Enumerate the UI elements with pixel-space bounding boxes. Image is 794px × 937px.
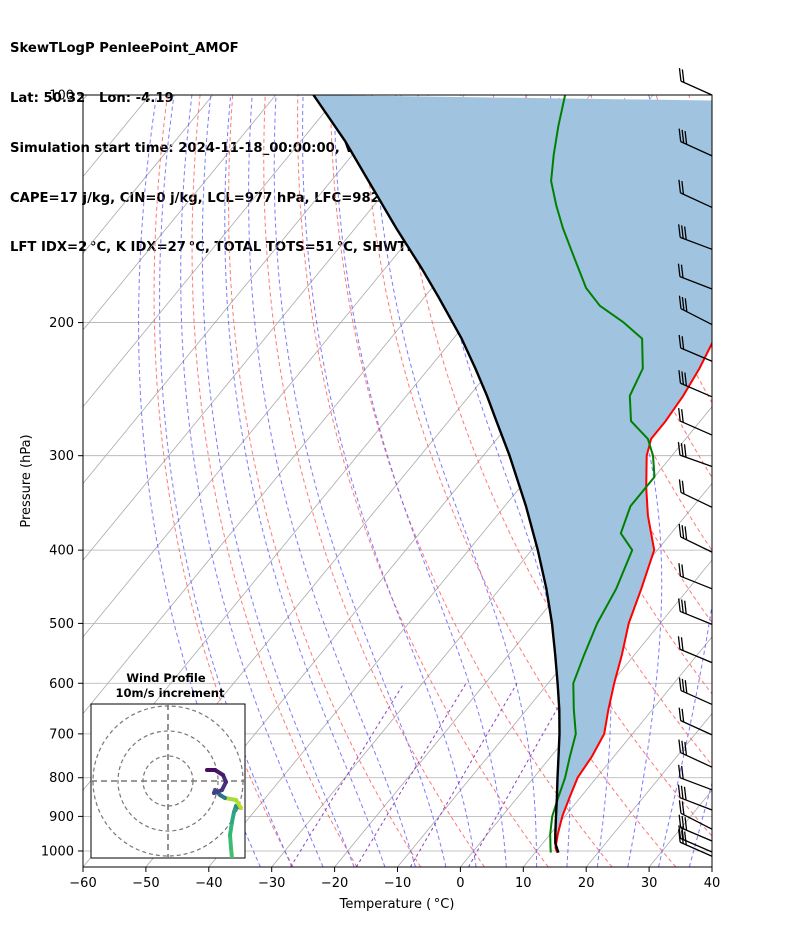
dry-adiabat-line: [395, 95, 712, 837]
wind-barb: [678, 814, 713, 842]
wind-barbs: [677, 68, 713, 857]
moist-adiabat-line: [159, 95, 293, 867]
isotherm-line: [83, 95, 339, 408]
moist-adiabat-line: [248, 95, 416, 867]
y-tick-label: 800: [49, 771, 74, 786]
y-tick-label: 200: [49, 316, 74, 331]
chart-title: SkewTLogP PenleePoint_AMOF: [10, 41, 239, 57]
mixing-ratio-line: [355, 683, 467, 867]
y-tick-label: 600: [49, 677, 74, 692]
wind-barb: [678, 707, 713, 736]
moist-adiabat-line: [201, 95, 355, 867]
x-tick-label: 30: [641, 876, 658, 891]
hodograph-segment: [228, 820, 234, 837]
y-tick-label: 900: [49, 810, 74, 825]
temperature-profile-line: [554, 341, 712, 853]
isotherm-line: [83, 95, 402, 485]
wind-barb: [678, 598, 713, 626]
isotherm-line: [83, 95, 465, 561]
x-tick-label: −20: [321, 876, 348, 891]
inset-subtitle: 10m/s increment: [116, 686, 225, 700]
y-tick-label: 300: [49, 449, 74, 464]
isotherm-line: [775, 95, 794, 867]
y-tick-label: 400: [49, 544, 74, 559]
wind-barb: [678, 523, 713, 553]
wind-barb: [678, 295, 713, 326]
y-axis-label: Pressure (hPa): [19, 434, 34, 527]
x-tick-label: 40: [704, 876, 721, 891]
moist-adiabat-line: [371, 95, 538, 867]
moist-adiabat-line: [302, 95, 477, 867]
hodograph-segment: [228, 833, 233, 850]
parcel-path-line: [312, 95, 561, 853]
mixing-ratio-line: [468, 683, 573, 867]
x-tick-label: 20: [578, 876, 595, 891]
cape-shading: [313, 95, 712, 844]
dry-adiabat-line: [721, 95, 794, 867]
x-tick-label: 10: [515, 876, 532, 891]
wind-barb: [678, 407, 713, 436]
y-tick-label: 100: [49, 89, 74, 104]
dry-adiabat-line: [754, 95, 794, 867]
moist-adiabat-line: [180, 95, 324, 867]
wind-barb: [678, 128, 713, 157]
wind-barb: [678, 800, 713, 830]
x-axis-label: Temperature ( °C): [339, 897, 455, 912]
wind-barb: [678, 677, 713, 706]
dewpoint-profile-line: [549, 95, 656, 853]
wind-barb: [678, 68, 713, 96]
dry-adiabat-line: [362, 95, 677, 867]
mixing-ratio-line: [290, 683, 405, 867]
dry-adiabat-line: [153, 95, 294, 867]
isotherm-line: [83, 95, 88, 101]
wind-profile-inset: Wind Profile 10m/s increment: [90, 671, 246, 859]
wind-barb: [678, 739, 713, 768]
y-tick-label: 700: [49, 727, 74, 742]
wind-barb: [677, 442, 713, 468]
wind-barb: [678, 224, 713, 250]
x-tick-label: 0: [456, 876, 464, 891]
x-tick-label: −40: [195, 876, 222, 891]
dry-adiabat-line: [787, 95, 794, 867]
moist-adiabat-line: [720, 95, 794, 867]
x-tick-label: −50: [132, 876, 159, 891]
mixing-ratio-line: [409, 683, 518, 867]
plot-area: [83, 95, 794, 867]
dry-adiabat-line: [329, 95, 613, 867]
moist-adiabat-line: [224, 95, 386, 867]
x-tick-label: −30: [258, 876, 285, 891]
wind-barb: [678, 370, 713, 398]
wind-barb: [678, 563, 713, 590]
wind-barb: [677, 263, 713, 290]
isotherm-line: [711, 866, 712, 867]
x-tick-label: −10: [384, 876, 411, 891]
wind-barb: [677, 636, 713, 664]
wind-barb: [678, 334, 713, 362]
isotherm-line: [585, 712, 712, 867]
isotherm-line: [522, 636, 712, 867]
isotherm-line: [397, 482, 712, 867]
wind-barb: [678, 179, 713, 209]
y-tick-label: 1000: [41, 844, 74, 859]
inset-title: Wind Profile: [126, 671, 206, 685]
wind-barb: [678, 479, 713, 508]
x-tick-label: −60: [69, 876, 96, 891]
dry-adiabat-line: [191, 95, 358, 867]
dry-adiabat-line: [297, 95, 549, 867]
dry-adiabat-line: [263, 95, 485, 867]
wind-barb: [677, 784, 713, 811]
moist-adiabat-line: [273, 95, 447, 867]
isotherm-line: [83, 95, 277, 331]
y-tick-label: 500: [49, 617, 74, 632]
inset-ring: [117, 730, 219, 832]
wind-barb: [678, 829, 713, 857]
axis-ticks: −60 −50 −40 −30 −20 −10 0 10 20 30 40 100 200 300 400 5…: [41, 89, 720, 892]
isotherm-line: [83, 95, 214, 254]
wind-barb: [678, 764, 713, 791]
